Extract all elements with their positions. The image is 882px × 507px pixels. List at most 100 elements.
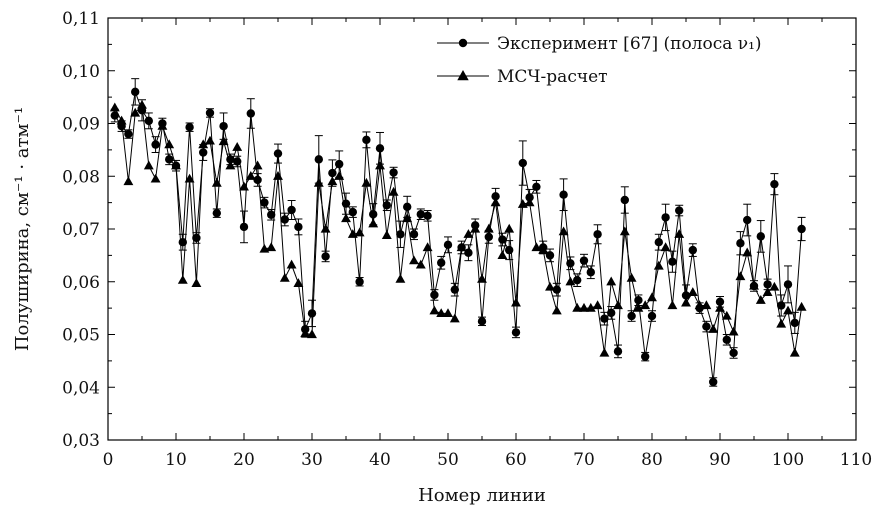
data-point-circle — [409, 230, 419, 239]
x-axis-title: Номер линии — [418, 485, 546, 506]
data-point-triangle — [558, 226, 569, 236]
data-point-triangle — [490, 197, 501, 207]
data-point-circle — [294, 222, 303, 232]
data-point-triangle — [341, 213, 351, 223]
data-point-circle — [355, 277, 364, 286]
data-point-circle — [525, 193, 534, 202]
data-point-triangle — [633, 302, 644, 312]
data-point-circle — [178, 237, 187, 247]
data-point-triangle — [184, 173, 195, 183]
data-point-circle — [389, 168, 398, 177]
data-point-triangle — [150, 173, 161, 183]
data-point-circle — [681, 291, 691, 300]
data-point-circle — [518, 158, 527, 168]
data-point-circle — [246, 109, 255, 118]
data-point-triangle — [708, 324, 719, 333]
data-point-circle — [532, 182, 541, 191]
x-tick-label: 90 — [709, 450, 731, 470]
data-point-circle — [321, 252, 330, 261]
data-point-triangle — [470, 223, 481, 233]
data-point-circle — [702, 322, 711, 331]
data-point-triangle — [205, 135, 215, 145]
data-point-circle — [688, 245, 697, 255]
data-point-circle — [505, 245, 514, 255]
data-point-triangle — [368, 218, 379, 228]
data-point-triangle — [252, 160, 263, 170]
data-point-circle — [477, 317, 487, 326]
data-point-triangle — [592, 300, 603, 310]
data-point-triangle — [232, 142, 243, 151]
data-point-triangle — [320, 223, 331, 233]
data-point-triangle — [327, 176, 338, 186]
x-tick-label: 10 — [165, 450, 187, 470]
data-point-circle — [777, 301, 786, 310]
data-point-circle — [559, 190, 568, 199]
data-point-circle — [280, 215, 289, 224]
data-point-triangle — [443, 308, 453, 318]
data-point-triangle — [177, 274, 188, 284]
data-point-triangle — [429, 305, 440, 315]
data-point-circle — [443, 240, 453, 250]
data-point-circle — [464, 248, 473, 257]
data-point-triangle — [449, 313, 460, 323]
data-point-circle — [416, 210, 425, 219]
y-tick-label: 0,07 — [62, 220, 100, 240]
data-point-triangle — [762, 287, 773, 296]
data-point-triangle — [354, 227, 365, 237]
data-point-circle — [131, 87, 140, 97]
data-point-circle — [661, 213, 670, 222]
data-point-triangle — [531, 242, 542, 252]
data-point-circle — [634, 296, 643, 305]
series-line-0 — [114, 89, 803, 383]
data-point-triangle — [585, 302, 596, 312]
legend: Эксперимент [67] (полоса ν₁) МСЧ-расчет — [437, 34, 762, 87]
data-point-circle — [287, 205, 296, 215]
data-point-circle — [491, 192, 500, 201]
data-point-circle — [375, 144, 385, 153]
data-point-circle — [545, 251, 555, 260]
data-point-triangle — [286, 259, 297, 269]
y-tick-label: 0,06 — [62, 273, 100, 293]
data-point-circle — [600, 314, 609, 323]
data-point-circle — [124, 129, 133, 139]
data-point-circle — [273, 149, 283, 158]
data-point-circle — [341, 199, 351, 208]
y-tick-label: 0,04 — [62, 378, 100, 398]
y-tick-label: 0,09 — [62, 115, 100, 135]
data-point-circle — [335, 159, 344, 169]
data-point-triangle — [123, 176, 134, 186]
data-point-circle — [199, 148, 208, 157]
legend-item-experiment: Эксперимент [67] (полоса ν₁) — [437, 34, 762, 54]
data-point-triangle — [456, 242, 467, 252]
data-point-triangle — [477, 273, 487, 283]
data-point-circle — [647, 311, 657, 321]
data-point-triangle — [626, 272, 637, 282]
legend-marker-triangle — [457, 70, 469, 81]
data-point-triangle — [130, 107, 141, 117]
data-point-triangle — [545, 281, 555, 291]
x-tick-label: 70 — [573, 450, 595, 470]
data-point-triangle — [143, 160, 154, 170]
data-point-triangle — [783, 305, 793, 315]
y-tick-label: 0,10 — [62, 62, 100, 82]
data-point-circle — [620, 195, 629, 205]
data-point-triangle — [313, 177, 324, 187]
data-point-triangle — [245, 171, 256, 180]
x-tick-label: 100 — [772, 450, 804, 470]
data-point-circle — [348, 207, 357, 217]
data-point-triangle — [796, 301, 807, 311]
data-point-circle — [511, 328, 521, 337]
data-point-circle — [593, 230, 602, 239]
data-point-triangle — [266, 242, 277, 252]
data-point-triangle — [755, 295, 766, 304]
data-point-triangle — [137, 99, 147, 109]
data-point-circle — [219, 121, 228, 131]
ticks-layer: 0 10 20 30 40 50 60 70 80 90 100 110 0,03 0,04 0,05 0,0… — [62, 9, 872, 470]
data-point-circle — [212, 208, 221, 218]
legend-label-calculation: МСЧ-расчет — [497, 67, 608, 87]
data-point-circle — [396, 230, 405, 239]
data-point-triangle — [572, 302, 583, 312]
data-point-triangle — [402, 213, 413, 223]
data-point-circle — [641, 352, 650, 361]
